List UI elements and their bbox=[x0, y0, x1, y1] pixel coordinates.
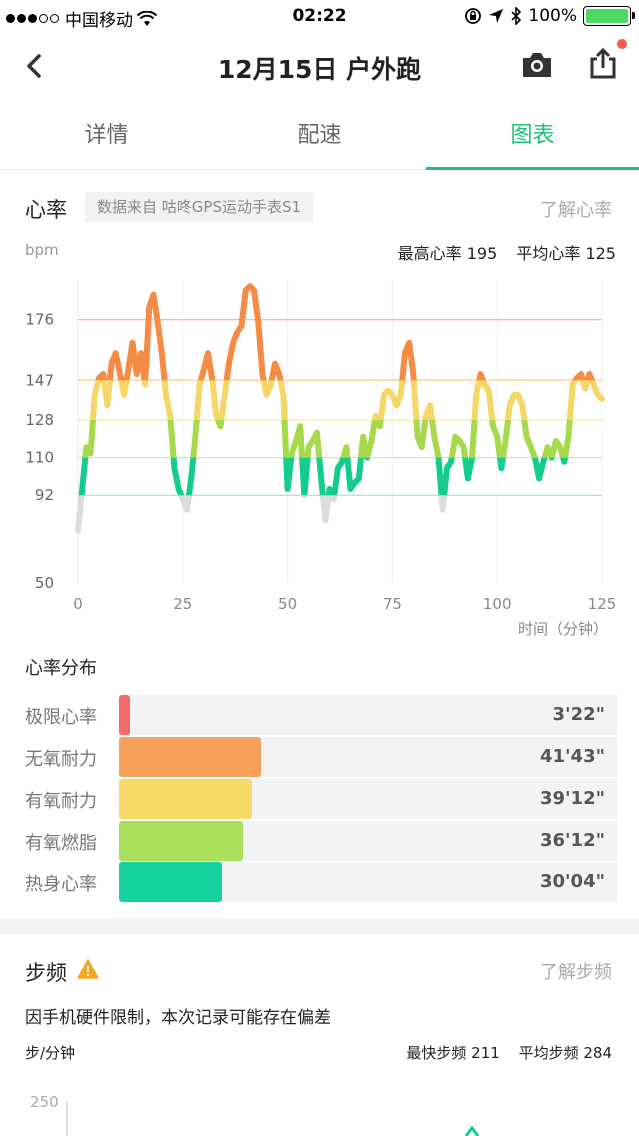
zone-bar bbox=[119, 695, 130, 735]
data-source-label: 数据来自 咕咚GPS运动手表S1 bbox=[85, 192, 314, 222]
tab-bar: 详情 配速 图表 bbox=[0, 104, 639, 170]
cadence-unit: 步/分钟 bbox=[25, 1044, 76, 1062]
bluetooth-icon bbox=[511, 7, 522, 25]
heart-rate-series bbox=[78, 457, 569, 496]
zone-row-fat-burn: 有氧燃脂 36'12" bbox=[0, 821, 639, 861]
x-tick-label: 75 bbox=[383, 595, 402, 613]
zone-bar bbox=[119, 779, 253, 819]
y-tick-label: 147 bbox=[25, 371, 54, 389]
zone-label: 无氧耐力 bbox=[25, 749, 97, 770]
zone-label: 热身心率 bbox=[25, 874, 97, 895]
zone-duration: 41'43" bbox=[540, 746, 605, 767]
zone-track: 39'12" bbox=[119, 779, 617, 819]
y-tick-labels: 176 147 128 110 92 50 bbox=[25, 311, 54, 592]
zone-row-anaerobic: 无氧耐力 41'43" bbox=[0, 737, 639, 777]
cadence-y-tick: 250 bbox=[30, 1093, 59, 1111]
max-cadence: 最快步频 211 bbox=[406, 1044, 500, 1062]
x-axis-label: 时间（分钟） bbox=[518, 620, 608, 638]
zone-row-extreme: 极限心率 3'22" bbox=[0, 695, 639, 735]
clock: 02:22 bbox=[292, 6, 347, 26]
section-divider bbox=[0, 918, 639, 934]
zone-bar bbox=[119, 737, 262, 777]
avg-cadence: 平均步频 284 bbox=[518, 1044, 612, 1062]
x-tick-label: 125 bbox=[588, 595, 617, 613]
notification-badge bbox=[617, 39, 627, 49]
y-tick-label: 110 bbox=[25, 449, 54, 467]
location-icon bbox=[489, 9, 504, 23]
x-tick-labels: 0 25 50 75 100 125 bbox=[73, 595, 616, 613]
status-bar: 中国移动 02:22 100% bbox=[0, 0, 639, 34]
zone-row-warmup: 热身心率 30'04" bbox=[0, 862, 639, 902]
y-tick-label: 128 bbox=[25, 411, 54, 429]
zone-label: 有氧燃脂 bbox=[25, 833, 97, 854]
zone-duration: 3'22" bbox=[552, 704, 605, 725]
y-tick-label: 92 bbox=[35, 486, 54, 504]
learn-heart-rate-link[interactable]: 了解心率 bbox=[540, 200, 612, 221]
status-right: 100% bbox=[464, 6, 635, 26]
cadence-title: 步频 bbox=[25, 961, 67, 985]
heart-rate-title: 心率 bbox=[25, 198, 67, 222]
tab-charts[interactable]: 图表 bbox=[426, 104, 639, 170]
zone-duration: 36'12" bbox=[540, 830, 605, 851]
rotation-lock-icon bbox=[465, 8, 482, 24]
page-title: 12月15日 户外跑 bbox=[217, 55, 422, 84]
battery-icon bbox=[583, 6, 635, 26]
cadence-chart: 250 bbox=[30, 1093, 480, 1136]
zone-duration: 30'04" bbox=[540, 871, 605, 892]
y-tick-label: 176 bbox=[25, 311, 54, 329]
bpm-unit-label: bpm bbox=[25, 241, 59, 259]
zone-track: 41'43" bbox=[119, 737, 617, 777]
distribution-title: 心率分布 bbox=[25, 658, 97, 679]
heart-rate-chart: 176 147 128 110 92 50 0 25 50 75 100 125 时间（分钟） bbox=[25, 280, 616, 638]
carrier-signal: 中国移动 bbox=[6, 6, 157, 31]
x-tick-label: 50 bbox=[278, 595, 297, 613]
zone-lines bbox=[78, 319, 602, 496]
zone-track: 3'22" bbox=[119, 695, 617, 735]
zone-track: 36'12" bbox=[119, 821, 617, 861]
camera-icon[interactable] bbox=[520, 50, 554, 80]
zone-label: 有氧耐力 bbox=[25, 791, 97, 812]
zone-row-aerobic-endurance: 有氧耐力 39'12" bbox=[0, 779, 639, 819]
max-heart-rate: 最高心率 195 bbox=[397, 244, 498, 263]
learn-cadence-link[interactable]: 了解步频 bbox=[540, 962, 612, 983]
x-tick-label: 100 bbox=[483, 595, 512, 613]
heart-rate-line bbox=[75, 283, 605, 534]
y-tick-label: 50 bbox=[35, 574, 54, 592]
zone-duration: 39'12" bbox=[540, 788, 605, 809]
x-tick-label: 0 bbox=[73, 595, 83, 613]
cadence-line bbox=[464, 1125, 480, 1136]
avg-heart-rate: 平均心率 125 bbox=[516, 244, 616, 263]
share-icon[interactable] bbox=[586, 46, 620, 80]
cadence-stats: 最快步频 211 平均步频 284 bbox=[392, 1042, 612, 1063]
tab-pace[interactable]: 配速 bbox=[297, 123, 342, 148]
zone-track: 30'04" bbox=[119, 862, 617, 902]
cadence-note: 因手机硬件限制，本次记录可能存在偏差 bbox=[25, 1008, 331, 1028]
zone-bar bbox=[119, 862, 222, 902]
tab-details[interactable]: 详情 bbox=[84, 123, 129, 148]
warning-icon bbox=[77, 959, 99, 979]
nav-bar: 12月15日 户外跑 bbox=[0, 34, 639, 98]
zone-label: 极限心率 bbox=[25, 707, 97, 728]
signal-strength-icon bbox=[6, 14, 59, 23]
heart-rate-series bbox=[89, 380, 605, 421]
zone-bar bbox=[119, 821, 243, 861]
battery-percent: 100% bbox=[528, 6, 577, 26]
wifi-icon bbox=[137, 10, 157, 26]
heart-rate-stats: 最高心率 195 平均心率 125 bbox=[384, 240, 616, 264]
carrier-name: 中国移动 bbox=[65, 11, 133, 31]
chevron-left-icon[interactable] bbox=[20, 50, 50, 82]
x-tick-label: 25 bbox=[173, 595, 192, 613]
